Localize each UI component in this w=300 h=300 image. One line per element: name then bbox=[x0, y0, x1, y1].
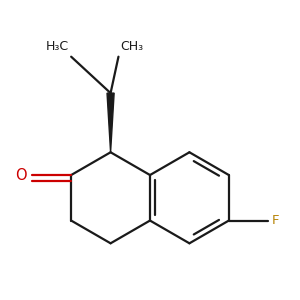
Text: CH₃: CH₃ bbox=[121, 40, 144, 53]
Polygon shape bbox=[107, 93, 114, 152]
Text: H₃C: H₃C bbox=[46, 40, 69, 53]
Text: O: O bbox=[15, 167, 27, 182]
Text: F: F bbox=[272, 214, 280, 227]
